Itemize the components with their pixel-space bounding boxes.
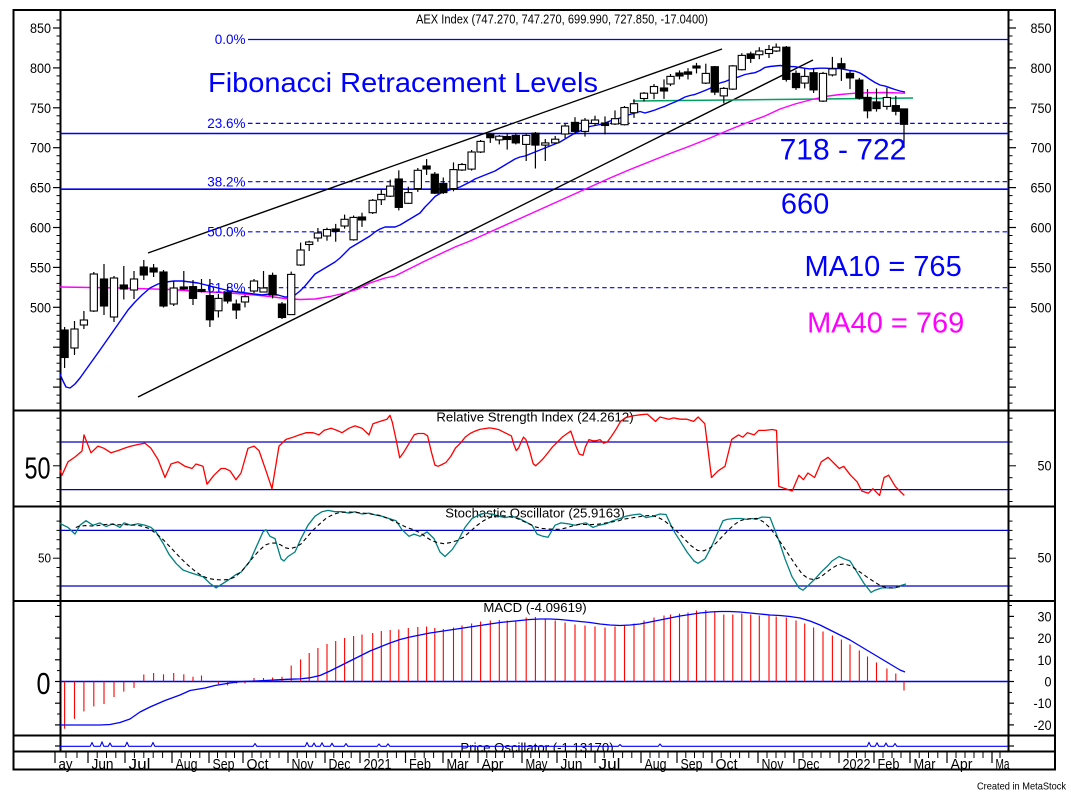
- svg-text:61.8%: 61.8%: [207, 280, 245, 295]
- svg-text:0: 0: [1045, 674, 1052, 690]
- svg-text:Mar: Mar: [914, 756, 936, 773]
- svg-text:Ma: Ma: [996, 756, 1010, 773]
- svg-text:Oct: Oct: [716, 756, 739, 773]
- svg-text:0.0%: 0.0%: [215, 32, 246, 47]
- svg-text:Feb: Feb: [409, 756, 431, 773]
- svg-text:800: 800: [30, 60, 51, 76]
- svg-text:700: 700: [1031, 140, 1052, 156]
- svg-text:30: 30: [1038, 608, 1052, 624]
- svg-text:Jun: Jun: [561, 756, 583, 773]
- svg-text:800: 800: [1031, 60, 1052, 76]
- svg-text:MA10 = 765: MA10 = 765: [805, 251, 962, 283]
- svg-text:Created in MetaStock: Created in MetaStock: [977, 781, 1067, 793]
- svg-text:AEX Index (747.270, 747.270, 6: AEX Index (747.270, 747.270, 699.990, 72…: [416, 12, 708, 27]
- svg-text:2022: 2022: [843, 756, 871, 773]
- svg-text:50.0%: 50.0%: [207, 224, 245, 239]
- svg-text:718 - 722: 718 - 722: [780, 134, 907, 167]
- svg-text:500: 500: [30, 299, 51, 315]
- svg-text:Nov: Nov: [762, 756, 784, 773]
- svg-text:Sep: Sep: [681, 756, 703, 773]
- svg-text:850: 850: [1031, 20, 1052, 36]
- svg-text:Relative Strength Index (24.26: Relative Strength Index (24.2612): [436, 410, 633, 425]
- svg-text:MA40 = 769: MA40 = 769: [807, 308, 964, 340]
- svg-text:750: 750: [1031, 100, 1052, 116]
- svg-text:50: 50: [25, 451, 51, 486]
- svg-text:550: 550: [30, 259, 51, 275]
- svg-text:23.6%: 23.6%: [207, 116, 245, 131]
- svg-text:Price Oscillator (-1.13170): Price Oscillator (-1.13170): [460, 740, 613, 755]
- svg-text:Nov: Nov: [292, 756, 314, 773]
- svg-text:2021: 2021: [364, 756, 392, 773]
- svg-text:Feb: Feb: [878, 756, 900, 773]
- svg-text:Dec: Dec: [329, 756, 351, 773]
- svg-text:Stochastic Oscillator (25.9163: Stochastic Oscillator (25.9163): [445, 506, 625, 521]
- svg-text:ay: ay: [59, 756, 73, 773]
- svg-text:-10: -10: [1034, 695, 1052, 711]
- svg-text:Jul: Jul: [599, 756, 621, 773]
- svg-text:650: 650: [1031, 180, 1052, 196]
- svg-text:-20: -20: [1034, 717, 1052, 733]
- svg-text:Jul: Jul: [129, 756, 151, 773]
- svg-text:50: 50: [1038, 550, 1052, 566]
- svg-text:660: 660: [781, 189, 829, 221]
- svg-text:0: 0: [37, 666, 51, 701]
- svg-text:50: 50: [38, 551, 51, 566]
- svg-text:600: 600: [30, 220, 51, 236]
- svg-text:50: 50: [1038, 458, 1052, 474]
- svg-text:Apr: Apr: [482, 756, 504, 773]
- svg-text:Aug: Aug: [176, 756, 198, 773]
- svg-text:10: 10: [1038, 652, 1052, 668]
- svg-text:700: 700: [30, 140, 51, 156]
- svg-text:Oct: Oct: [247, 756, 270, 773]
- svg-text:Apr: Apr: [951, 756, 973, 773]
- svg-text:MACD (-4.09619): MACD (-4.09619): [483, 600, 586, 615]
- svg-text:38.2%: 38.2%: [207, 174, 245, 189]
- svg-text:500: 500: [1031, 299, 1052, 315]
- svg-text:Mar: Mar: [447, 756, 469, 773]
- svg-text:Fibonacci Retracement Levels: Fibonacci Retracement Levels: [208, 67, 598, 98]
- svg-text:850: 850: [30, 20, 51, 36]
- svg-text:550: 550: [1031, 259, 1052, 275]
- svg-text:May: May: [526, 756, 548, 773]
- svg-text:20: 20: [1038, 630, 1052, 646]
- svg-text:650: 650: [30, 180, 51, 196]
- svg-text:600: 600: [1031, 220, 1052, 236]
- svg-text:Dec: Dec: [798, 756, 820, 773]
- svg-text:Sep: Sep: [213, 756, 235, 773]
- svg-text:Aug: Aug: [645, 756, 667, 773]
- svg-text:750: 750: [30, 100, 51, 116]
- svg-text:Jun: Jun: [92, 756, 114, 773]
